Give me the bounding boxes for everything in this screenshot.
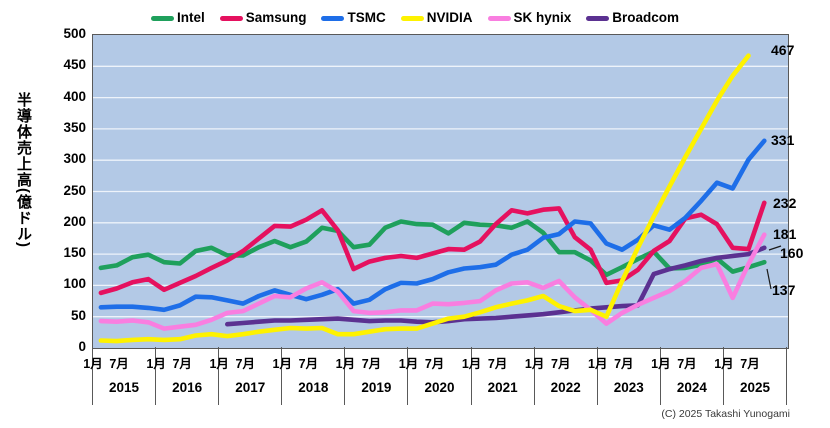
year-block-2022: 1月 7月 2022	[525, 347, 597, 405]
month-label-jul: 7月	[677, 357, 697, 371]
y-tick-label: 300	[63, 151, 86, 167]
legend-marker-icon	[150, 15, 174, 21]
y-tick-label: 500	[63, 26, 86, 41]
year-block-2020: 1月 7月 2020	[399, 347, 470, 405]
legend-item-tsmc: TSMC	[321, 10, 386, 26]
plot-area	[92, 34, 789, 349]
legend-marker-icon	[487, 15, 511, 21]
series-line-broadcom	[225, 245, 767, 327]
month-label-jul: 7月	[551, 357, 571, 371]
year-block-2025: 1月 7月 2025	[714, 347, 788, 405]
month-label-jan: 1月	[83, 357, 103, 371]
y-tick-label: 100	[63, 276, 86, 292]
legend-label: TSMC	[347, 10, 386, 26]
legend-label: SK hynix	[513, 10, 572, 26]
year-label: 2017	[235, 380, 266, 395]
leader-line-broadcom	[768, 245, 782, 251]
month-label-jul: 7月	[487, 357, 508, 371]
year-label: 2025	[739, 380, 770, 395]
month-label-jan: 1月	[524, 357, 545, 371]
year-label: 2015	[109, 380, 140, 395]
end-value-label-intel: 137	[772, 282, 796, 298]
end-value-label-sk-hynix: 181	[773, 226, 797, 242]
month-label-jan: 1月	[461, 357, 482, 371]
end-value-label-broadcom: 160	[780, 245, 804, 261]
month-label-jul: 7月	[361, 357, 382, 371]
legend-item-sk-hynix: SK hynix	[487, 10, 572, 26]
year-block-2019: 1月 7月 2019	[336, 347, 407, 405]
year-label: 2023	[613, 380, 644, 395]
x-axis: 1月 7月 2015 1月 7月 2016 1月 7月 2017 1月 7月 2018 1月 7月 2019…	[83, 347, 788, 405]
series-line-tsmc	[98, 138, 767, 313]
year-label: 2016	[172, 380, 203, 395]
legend-marker-icon	[400, 15, 424, 21]
series-line-nvidia	[98, 53, 751, 344]
y-tick-label: 350	[63, 119, 86, 135]
legend-item-nvidia: NVIDIA	[400, 10, 473, 26]
month-label-jul: 7月	[614, 357, 634, 371]
month-label-jan: 1月	[272, 357, 293, 371]
copyright-text: (C) 2025 Takashi Yunogami	[661, 408, 790, 420]
y-tick-label: 0	[78, 339, 86, 354]
y-tick-label: 200	[63, 213, 86, 229]
month-label-jul: 7月	[172, 357, 192, 371]
legend-label: Broadcom	[612, 10, 680, 26]
month-label-jan: 1月	[714, 357, 734, 371]
year-block-2017: 1月 7月 2017	[209, 347, 281, 405]
year-block-2024: 1月 7月 2024	[651, 347, 723, 405]
month-label-jan: 1月	[398, 357, 419, 371]
month-label-jul: 7月	[109, 357, 129, 371]
month-label-jan: 1月	[588, 357, 608, 371]
year-label: 2020	[424, 380, 455, 395]
y-axis-title: 半導体売上高(億ドル)	[15, 92, 32, 248]
legend-item-intel: Intel	[150, 10, 205, 26]
y-tick-label: 250	[63, 182, 86, 198]
legend-item-broadcom: Broadcom	[586, 11, 679, 25]
month-label-jul: 7月	[298, 357, 319, 371]
series-line-sk-hynix	[98, 232, 767, 331]
legend-marker-icon	[219, 15, 243, 21]
y-tick-label: 400	[63, 88, 86, 104]
month-label-jan: 1月	[146, 357, 166, 371]
end-value-label-nvidia: 467	[771, 42, 795, 58]
legend: Intel Samsung TSMC NVIDIA SK hynix Broadcom	[0, 8, 830, 28]
year-label: 2019	[361, 380, 392, 395]
leader-line-intel	[766, 268, 772, 290]
chart-lines-svg	[93, 53, 788, 344]
legend-label: NVIDIA	[426, 10, 473, 26]
y-tick-label: 50	[70, 307, 86, 323]
y-tick-label: 450	[63, 57, 86, 73]
year-block-2015: 1月 7月 2015	[83, 347, 155, 405]
year-block-2018: 1月 7月 2018	[273, 347, 344, 405]
month-label-jul: 7月	[740, 357, 760, 371]
legend-item-samsung: Samsung	[219, 10, 307, 26]
year-label: 2018	[298, 380, 329, 395]
legend-label: Samsung	[245, 10, 307, 26]
year-block-2016: 1月 7月 2016	[146, 347, 218, 405]
month-label-jan: 1月	[335, 357, 356, 371]
month-label-jul: 7月	[424, 357, 445, 371]
end-value-label-samsung: 232	[773, 195, 797, 211]
y-tick-label: 150	[63, 245, 86, 261]
legend-marker-icon	[321, 15, 345, 21]
series-line-samsung	[98, 200, 767, 296]
year-block-2023: 1月 7月 2023	[588, 347, 660, 405]
month-label-jan: 1月	[209, 357, 229, 371]
end-value-label-tsmc: 331	[771, 132, 795, 148]
month-label-jan: 1月	[651, 357, 671, 371]
year-label: 2024	[676, 380, 707, 395]
year-label: 2021	[487, 380, 518, 395]
month-label-jul: 7月	[235, 357, 255, 371]
year-block-2021: 1月 7月 2021	[462, 347, 534, 405]
legend-marker-icon	[586, 15, 610, 21]
year-label: 2022	[550, 380, 581, 395]
legend-label: Intel	[176, 10, 205, 26]
